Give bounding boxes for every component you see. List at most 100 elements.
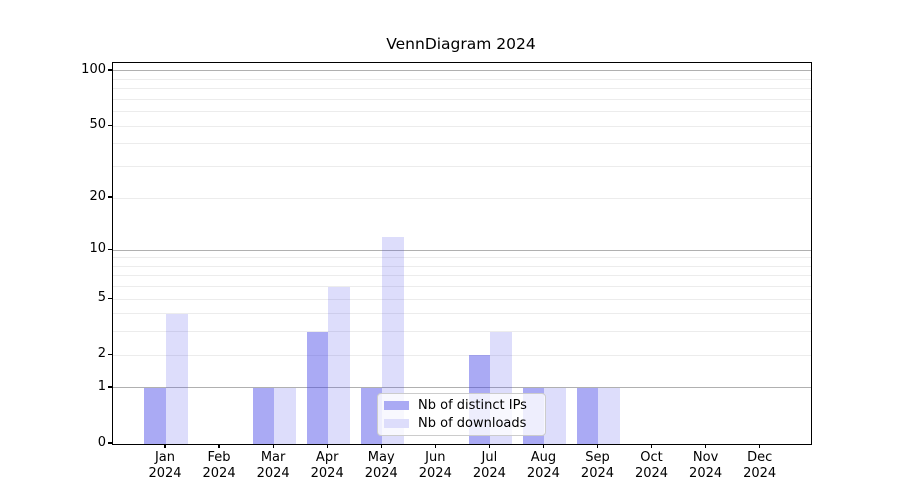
y-tick-50 <box>108 124 112 126</box>
plot-area <box>112 62 812 445</box>
x-tick-year: 2024 <box>689 466 723 481</box>
x-tick-year: 2024 <box>472 466 506 481</box>
x-tick-year: 2024 <box>418 466 452 481</box>
x-tick-label-dec: Dec 2024 <box>730 450 790 482</box>
x-tick-jan <box>164 444 166 448</box>
x-tick-month: Oct <box>640 450 663 465</box>
y-tick-1 <box>108 386 112 388</box>
x-tick-jun <box>434 444 436 448</box>
gridline-minor <box>113 298 811 300</box>
x-tick-label-nov: Nov 2024 <box>676 450 736 482</box>
chart-title: VennDiagram 2024 <box>386 35 536 53</box>
x-tick-month: May <box>367 450 395 465</box>
gridline-minor <box>113 88 811 90</box>
x-tick-year: 2024 <box>526 466 560 481</box>
gridline-minor <box>113 79 811 81</box>
gridline-minor <box>113 331 811 333</box>
gridline-minor <box>113 275 811 277</box>
x-tick-oct <box>650 444 653 448</box>
x-tick-sep <box>596 444 599 448</box>
x-tick-month: Jul <box>481 450 498 465</box>
y-tick-20 <box>108 196 112 198</box>
x-tick-nov <box>705 444 707 448</box>
gridline-minor <box>113 354 811 356</box>
x-tick-label-jul: Jul 2024 <box>459 450 519 482</box>
x-tick-month: Apr <box>315 450 339 465</box>
legend-swatch-downloads <box>384 419 409 428</box>
x-tick-year: 2024 <box>364 466 398 481</box>
gridline-minor <box>113 313 811 315</box>
x-tick-year: 2024 <box>310 466 344 481</box>
x-tick-dec <box>759 444 761 448</box>
x-tick-may <box>380 444 382 448</box>
bar-distinct-ips-may <box>360 387 383 444</box>
legend-label-downloads: Nb of downloads <box>418 416 527 431</box>
x-tick-label-jan: Jan 2024 <box>135 450 195 482</box>
bar-downloads-may <box>382 236 404 444</box>
x-tick-year: 2024 <box>256 466 290 481</box>
gridline-minor <box>113 197 811 199</box>
x-tick-month: Nov <box>692 450 719 465</box>
x-tick-month: Feb <box>207 450 231 465</box>
x-tick-year: 2024 <box>148 466 182 481</box>
gridline-minor <box>113 143 811 145</box>
gridline-minor <box>113 257 811 259</box>
x-tick-label-aug: Aug 2024 <box>513 450 573 482</box>
gridline-minor <box>113 111 811 113</box>
x-tick-year: 2024 <box>580 466 615 481</box>
y-tick-label-50: 50 <box>89 117 106 133</box>
bar-distinct-ips-apr <box>306 331 329 444</box>
x-tick-year: 2024 <box>634 466 669 481</box>
x-tick-label-may: May 2024 <box>351 450 411 482</box>
bar-distinct-ips-jan <box>144 387 166 444</box>
x-tick-month: Jan <box>154 450 176 465</box>
gridline-minor <box>113 286 811 288</box>
bar-distinct-ips-mar <box>252 387 275 444</box>
gridline-minor <box>113 265 811 267</box>
x-tick-label-jun: Jun 2024 <box>405 450 465 482</box>
y-tick-label-10: 10 <box>89 241 106 257</box>
bar-downloads-aug <box>544 387 566 444</box>
legend-item-downloads: Nb of downloads <box>384 416 537 431</box>
x-tick-month: Aug <box>530 450 557 465</box>
x-tick-jul <box>488 444 490 448</box>
x-tick-label-sep: Sep 2024 <box>567 450 627 482</box>
legend-swatch-distinct-ips <box>384 401 409 410</box>
gridline-minor <box>113 99 811 101</box>
x-tick-month: Jun <box>425 450 446 465</box>
bar-downloads-apr <box>328 286 350 444</box>
x-tick-label-mar: Mar 2024 <box>243 450 303 482</box>
x-tick-year: 2024 <box>202 466 236 481</box>
gridline-major <box>113 70 811 72</box>
x-tick-mar <box>272 444 274 448</box>
gridline-major <box>113 249 811 251</box>
bar-downloads-sep <box>598 387 621 444</box>
x-tick-apr <box>326 444 328 448</box>
x-tick-aug <box>542 444 544 448</box>
y-tick-0 <box>108 442 112 444</box>
y-tick-10 <box>108 248 112 250</box>
bar-downloads-mar <box>274 387 296 444</box>
gridline-minor <box>113 166 811 168</box>
y-tick-5 <box>108 297 112 299</box>
bar-downloads-jan <box>166 313 188 444</box>
y-tick-label-5: 5 <box>97 290 106 306</box>
gridline-major <box>113 387 811 389</box>
x-tick-label-oct: Oct 2024 <box>622 450 682 482</box>
legend: Nb of distinct IPs Nb of downloads <box>377 393 546 436</box>
y-tick-label-20: 20 <box>89 189 106 204</box>
y-tick-2 <box>108 353 112 355</box>
x-tick-month: Sep <box>585 450 610 465</box>
x-tick-label-apr: Apr 2024 <box>297 450 357 482</box>
x-tick-feb <box>218 444 220 448</box>
x-tick-month: Dec <box>747 450 773 465</box>
y-tick-label-2: 2 <box>97 346 106 362</box>
x-tick-label-feb: Feb 2024 <box>189 450 249 482</box>
x-tick-year: 2024 <box>743 466 777 481</box>
bar-distinct-ips-sep <box>576 387 599 444</box>
y-tick-label-1: 1 <box>97 378 106 394</box>
legend-item-distinct-ips: Nb of distinct IPs <box>384 398 537 413</box>
y-tick-label-100: 100 <box>81 62 106 78</box>
gridline-minor <box>113 125 811 127</box>
